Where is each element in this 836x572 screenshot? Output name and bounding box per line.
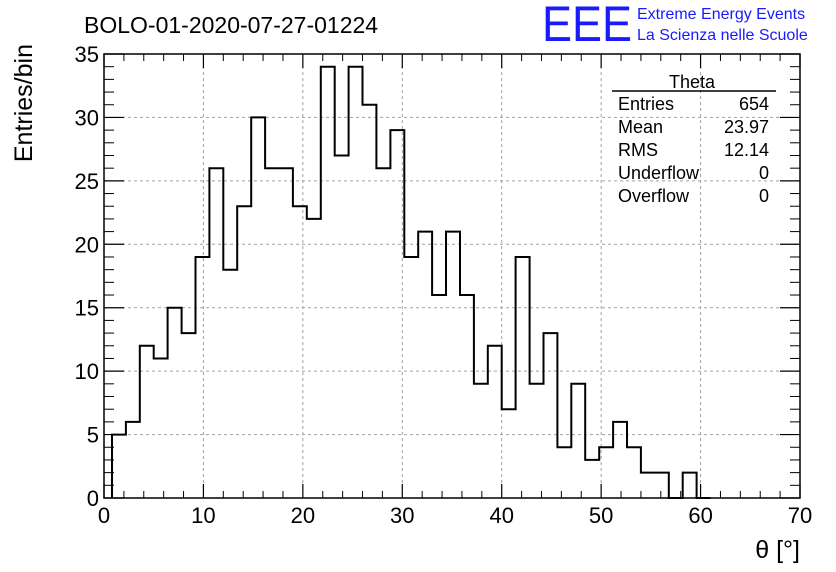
stats-value-entries: 654 [739,94,769,114]
x-tick-label: 50 [589,503,613,528]
histogram-bin [363,105,377,498]
histogram-bin [683,473,697,498]
histogram-bin [627,447,641,498]
histogram-bin [223,270,237,498]
histogram-bin [474,384,488,498]
logo-line-2: La Scienza nelle Scuole [637,27,808,44]
histogram-bin [613,422,627,498]
stats-value-mean: 23.97 [724,117,769,137]
y-tick-label: 15 [75,296,99,321]
histogram-bin [335,155,349,498]
y-tick-label: 20 [75,232,99,257]
y-tick-label: 10 [75,359,99,384]
x-tick-label: 60 [688,503,712,528]
stats-label-underflow: Underflow [618,163,700,183]
stats-label-rms: RMS [618,140,658,160]
histogram-bin [209,168,223,498]
chart-title: BOLO-01-2020-07-27-01224 [84,12,378,38]
histogram-bin [557,447,571,498]
axis-ticks [103,53,801,499]
x-tick-label: 10 [191,503,215,528]
histogram-series-line [111,65,711,499]
y-tick-label: 25 [75,169,99,194]
stats-value-rms: 12.14 [724,140,769,160]
stats-label-entries: Entries [618,94,674,114]
y-tick-label: 0 [87,486,99,511]
histogram-bin [571,384,585,498]
x-tick-label: 20 [291,503,315,528]
histogram-bin [655,473,669,498]
y-tick-labels: 0 5 10 15 20 25 30 35 [75,42,99,511]
x-tick-label: 40 [489,503,513,528]
histogram-bin [195,257,209,498]
histogram-bin [404,257,418,498]
histogram-bin [446,232,460,498]
y-tick-label: 30 [75,105,99,130]
histogram-bin [265,168,279,498]
x-tick-label: 30 [390,503,414,528]
histogram-bin [585,460,599,498]
histogram-bin [376,168,390,498]
histogram-bin [516,257,530,498]
histogram-bin [488,346,502,498]
histogram-bin [182,333,196,498]
grid-lines [104,54,800,498]
histogram-bin [321,67,335,498]
histogram-bin [418,232,432,498]
histogram-bin [154,358,168,498]
logo-mark: EEE [542,0,632,52]
histogram-bin [293,206,307,498]
plot-frame [103,53,801,499]
histogram-bin [502,409,516,498]
y-tick-label: 5 [87,423,99,448]
histogram-bin [279,168,293,498]
stats-value-overflow: 0 [759,186,769,206]
histogram-bin [641,473,655,498]
histogram-bin [140,346,154,498]
logo: EEE Extreme Energy Events La Scienza nel… [542,0,808,52]
histogram-bin [307,219,321,498]
stats-box: Theta Entries 654 Mean 23.97 RMS 12.14 U… [612,72,776,206]
x-tick-label: 0 [98,503,110,528]
histogram-bin [530,384,544,498]
y-tick-label: 35 [75,42,99,67]
stats-label-overflow: Overflow [618,186,690,206]
x-tick-label: 70 [788,503,812,528]
x-tick-labels: 0 10 20 30 40 50 60 70 [98,503,812,528]
histogram-bin [543,333,557,498]
histogram-bin [126,422,140,498]
histogram-bin [460,295,474,498]
histogram-bin [168,308,182,498]
stats-label-mean: Mean [618,117,663,137]
histogram-bin [237,206,251,498]
y-axis-label: Entries/bin [10,44,38,162]
stats-title: Theta [669,72,716,92]
logo-line-1: Extreme Energy Events [637,6,805,23]
histogram-bin [349,67,363,498]
histogram-bin [112,435,126,498]
stats-value-underflow: 0 [759,163,769,183]
x-axis-label: θ [°] [755,536,800,564]
histogram-bin [432,295,446,498]
